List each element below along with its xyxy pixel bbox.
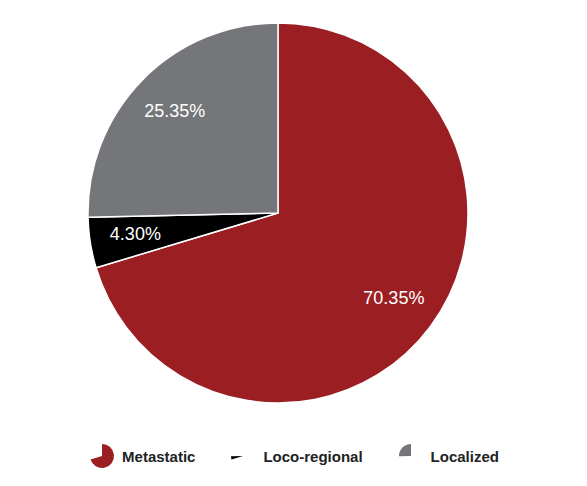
svg-text:4.30%: 4.30% — [110, 224, 161, 244]
html-text:Metastatic: Metastatic — [122, 447, 196, 465]
html-text:Loco-regional: Loco-regional — [263, 447, 363, 465]
svg-text:25.35%: 25.35% — [144, 101, 205, 121]
svg-text:70.35%: 70.35% — [363, 288, 424, 308]
html-text:Localized: Localized — [430, 447, 499, 465]
